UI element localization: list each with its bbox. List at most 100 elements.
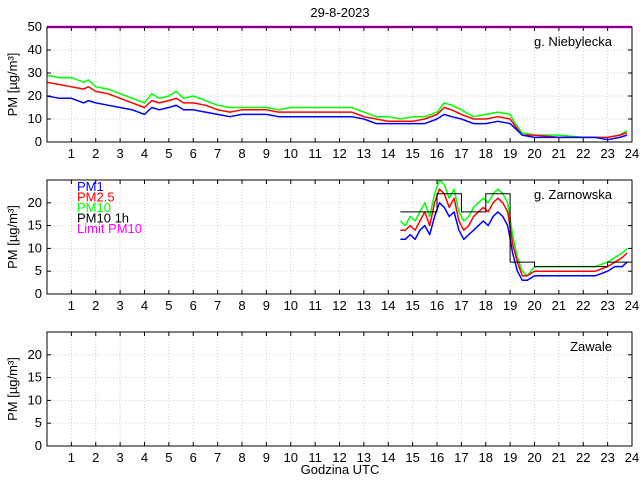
y-axis-label: PM [µg/m³] <box>5 357 20 421</box>
station-label: g. Niebylecka <box>534 34 613 49</box>
x-tick-label: 10 <box>284 298 298 313</box>
x-tick-label: 11 <box>308 450 322 465</box>
x-tick-label: 4 <box>141 298 148 313</box>
y-tick-label: 20 <box>28 195 42 210</box>
x-tick-label: 2 <box>92 298 99 313</box>
x-tick-label: 5 <box>165 450 172 465</box>
y-tick-label: 0 <box>35 134 42 149</box>
x-tick-label: 1 <box>68 146 75 161</box>
x-tick-label: 16 <box>430 298 444 313</box>
x-tick-label: 17 <box>454 298 468 313</box>
x-tick-label: 21 <box>552 450 566 465</box>
series-line-pm1 <box>400 202 628 282</box>
x-tick-label: 12 <box>332 146 346 161</box>
legend-entry-pm1: PM1 <box>77 179 104 194</box>
x-tick-label: 7 <box>214 146 221 161</box>
series-group <box>47 74 628 141</box>
x-tick-label: 19 <box>503 298 517 313</box>
x-tick-label: 24 <box>625 146 639 161</box>
x-tick-label: 13 <box>357 450 371 465</box>
x-tick-label: 14 <box>381 146 395 161</box>
x-tick-label: 9 <box>263 146 270 161</box>
x-tick-label: 3 <box>117 146 124 161</box>
x-tick-label: 4 <box>141 450 148 465</box>
x-tick-label: 2 <box>92 146 99 161</box>
x-tick-label: 9 <box>263 298 270 313</box>
x-tick-label: 18 <box>479 298 493 313</box>
x-tick-label: 10 <box>284 146 298 161</box>
x-tick-label: 23 <box>600 298 614 313</box>
x-tick-label: 19 <box>503 450 517 465</box>
x-tick-label: 8 <box>238 146 245 161</box>
x-tick-label: 16 <box>430 450 444 465</box>
y-tick-label: 0 <box>35 286 42 301</box>
x-tick-label: 7 <box>214 298 221 313</box>
x-tick-label: 23 <box>600 146 614 161</box>
x-tick-label: 22 <box>576 298 590 313</box>
x-tick-label: 3 <box>117 450 124 465</box>
x-tick-label: 6 <box>190 450 197 465</box>
series-group <box>399 180 632 282</box>
y-tick-label: 40 <box>28 42 42 57</box>
y-axis-label: PM [µg/m³] <box>5 205 20 269</box>
x-tick-label: 14 <box>381 298 395 313</box>
series-line-pm25 <box>47 81 628 139</box>
station-label: g. Zarnowska <box>534 187 613 202</box>
y-tick-label: 50 <box>28 19 42 34</box>
y-tick-label: 5 <box>35 415 42 430</box>
y-tick-label: 15 <box>28 370 42 385</box>
x-tick-label: 15 <box>405 450 419 465</box>
series-line-pm10_1h <box>400 193 632 268</box>
chart-panel-1: 1 2 3 4 5 6 7 8 9 10 11 12 13 14 15 16 17 18 19 20 21 22 23 240… <box>5 19 639 161</box>
chart-title: 29-8-2023 <box>310 5 369 20</box>
legend-entry-limit: Limit PM10 <box>77 221 142 236</box>
x-tick-label: 22 <box>576 146 590 161</box>
y-tick-label: 30 <box>28 65 42 80</box>
x-tick-label: 9 <box>263 450 270 465</box>
x-tick-label: 17 <box>454 450 468 465</box>
x-tick-label: 3 <box>117 298 124 313</box>
x-tick-label: 22 <box>576 450 590 465</box>
legend-entry-pm25: PM2.5 <box>77 190 115 205</box>
y-tick-label: 20 <box>28 88 42 103</box>
station-label: Zawale <box>570 339 612 354</box>
legend-entry-pm10: PM10 <box>77 200 111 215</box>
x-tick-label: 16 <box>430 146 444 161</box>
y-tick-label: 15 <box>28 218 42 233</box>
series-line-pm1 <box>47 95 628 141</box>
x-tick-label: 8 <box>238 298 245 313</box>
x-tick-label: 11 <box>308 298 322 313</box>
y-tick-label: 5 <box>35 263 42 278</box>
y-tick-label: 10 <box>28 240 42 255</box>
x-tick-label: 11 <box>308 146 322 161</box>
x-tick-label: 15 <box>405 298 419 313</box>
x-tick-label: 18 <box>479 146 493 161</box>
x-tick-label: 24 <box>625 298 639 313</box>
x-tick-label: 21 <box>552 298 566 313</box>
x-tick-label: 1 <box>68 298 75 313</box>
y-tick-label: 0 <box>35 438 42 453</box>
x-axis-label: Godzina UTC <box>301 462 380 477</box>
x-tick-label: 6 <box>190 298 197 313</box>
x-tick-label: 18 <box>479 450 493 465</box>
x-tick-label: 20 <box>527 450 541 465</box>
x-tick-label: 24 <box>625 450 639 465</box>
x-tick-label: 7 <box>214 450 221 465</box>
y-axis-label: PM [µg/m³] <box>5 53 20 117</box>
x-tick-label: 13 <box>357 146 371 161</box>
x-tick-label: 5 <box>165 298 172 313</box>
x-tick-label: 20 <box>527 298 541 313</box>
y-tick-label: 10 <box>28 392 42 407</box>
x-tick-label: 20 <box>527 146 541 161</box>
x-tick-label: 23 <box>600 450 614 465</box>
x-tick-label: 19 <box>503 146 517 161</box>
y-tick-label: 10 <box>28 111 42 126</box>
series-line-pm25 <box>400 188 628 277</box>
x-tick-label: 17 <box>454 146 468 161</box>
x-tick-label: 15 <box>405 146 419 161</box>
x-tick-label: 2 <box>92 450 99 465</box>
x-tick-label: 4 <box>141 146 148 161</box>
x-tick-label: 12 <box>332 450 346 465</box>
x-tick-label: 12 <box>332 298 346 313</box>
